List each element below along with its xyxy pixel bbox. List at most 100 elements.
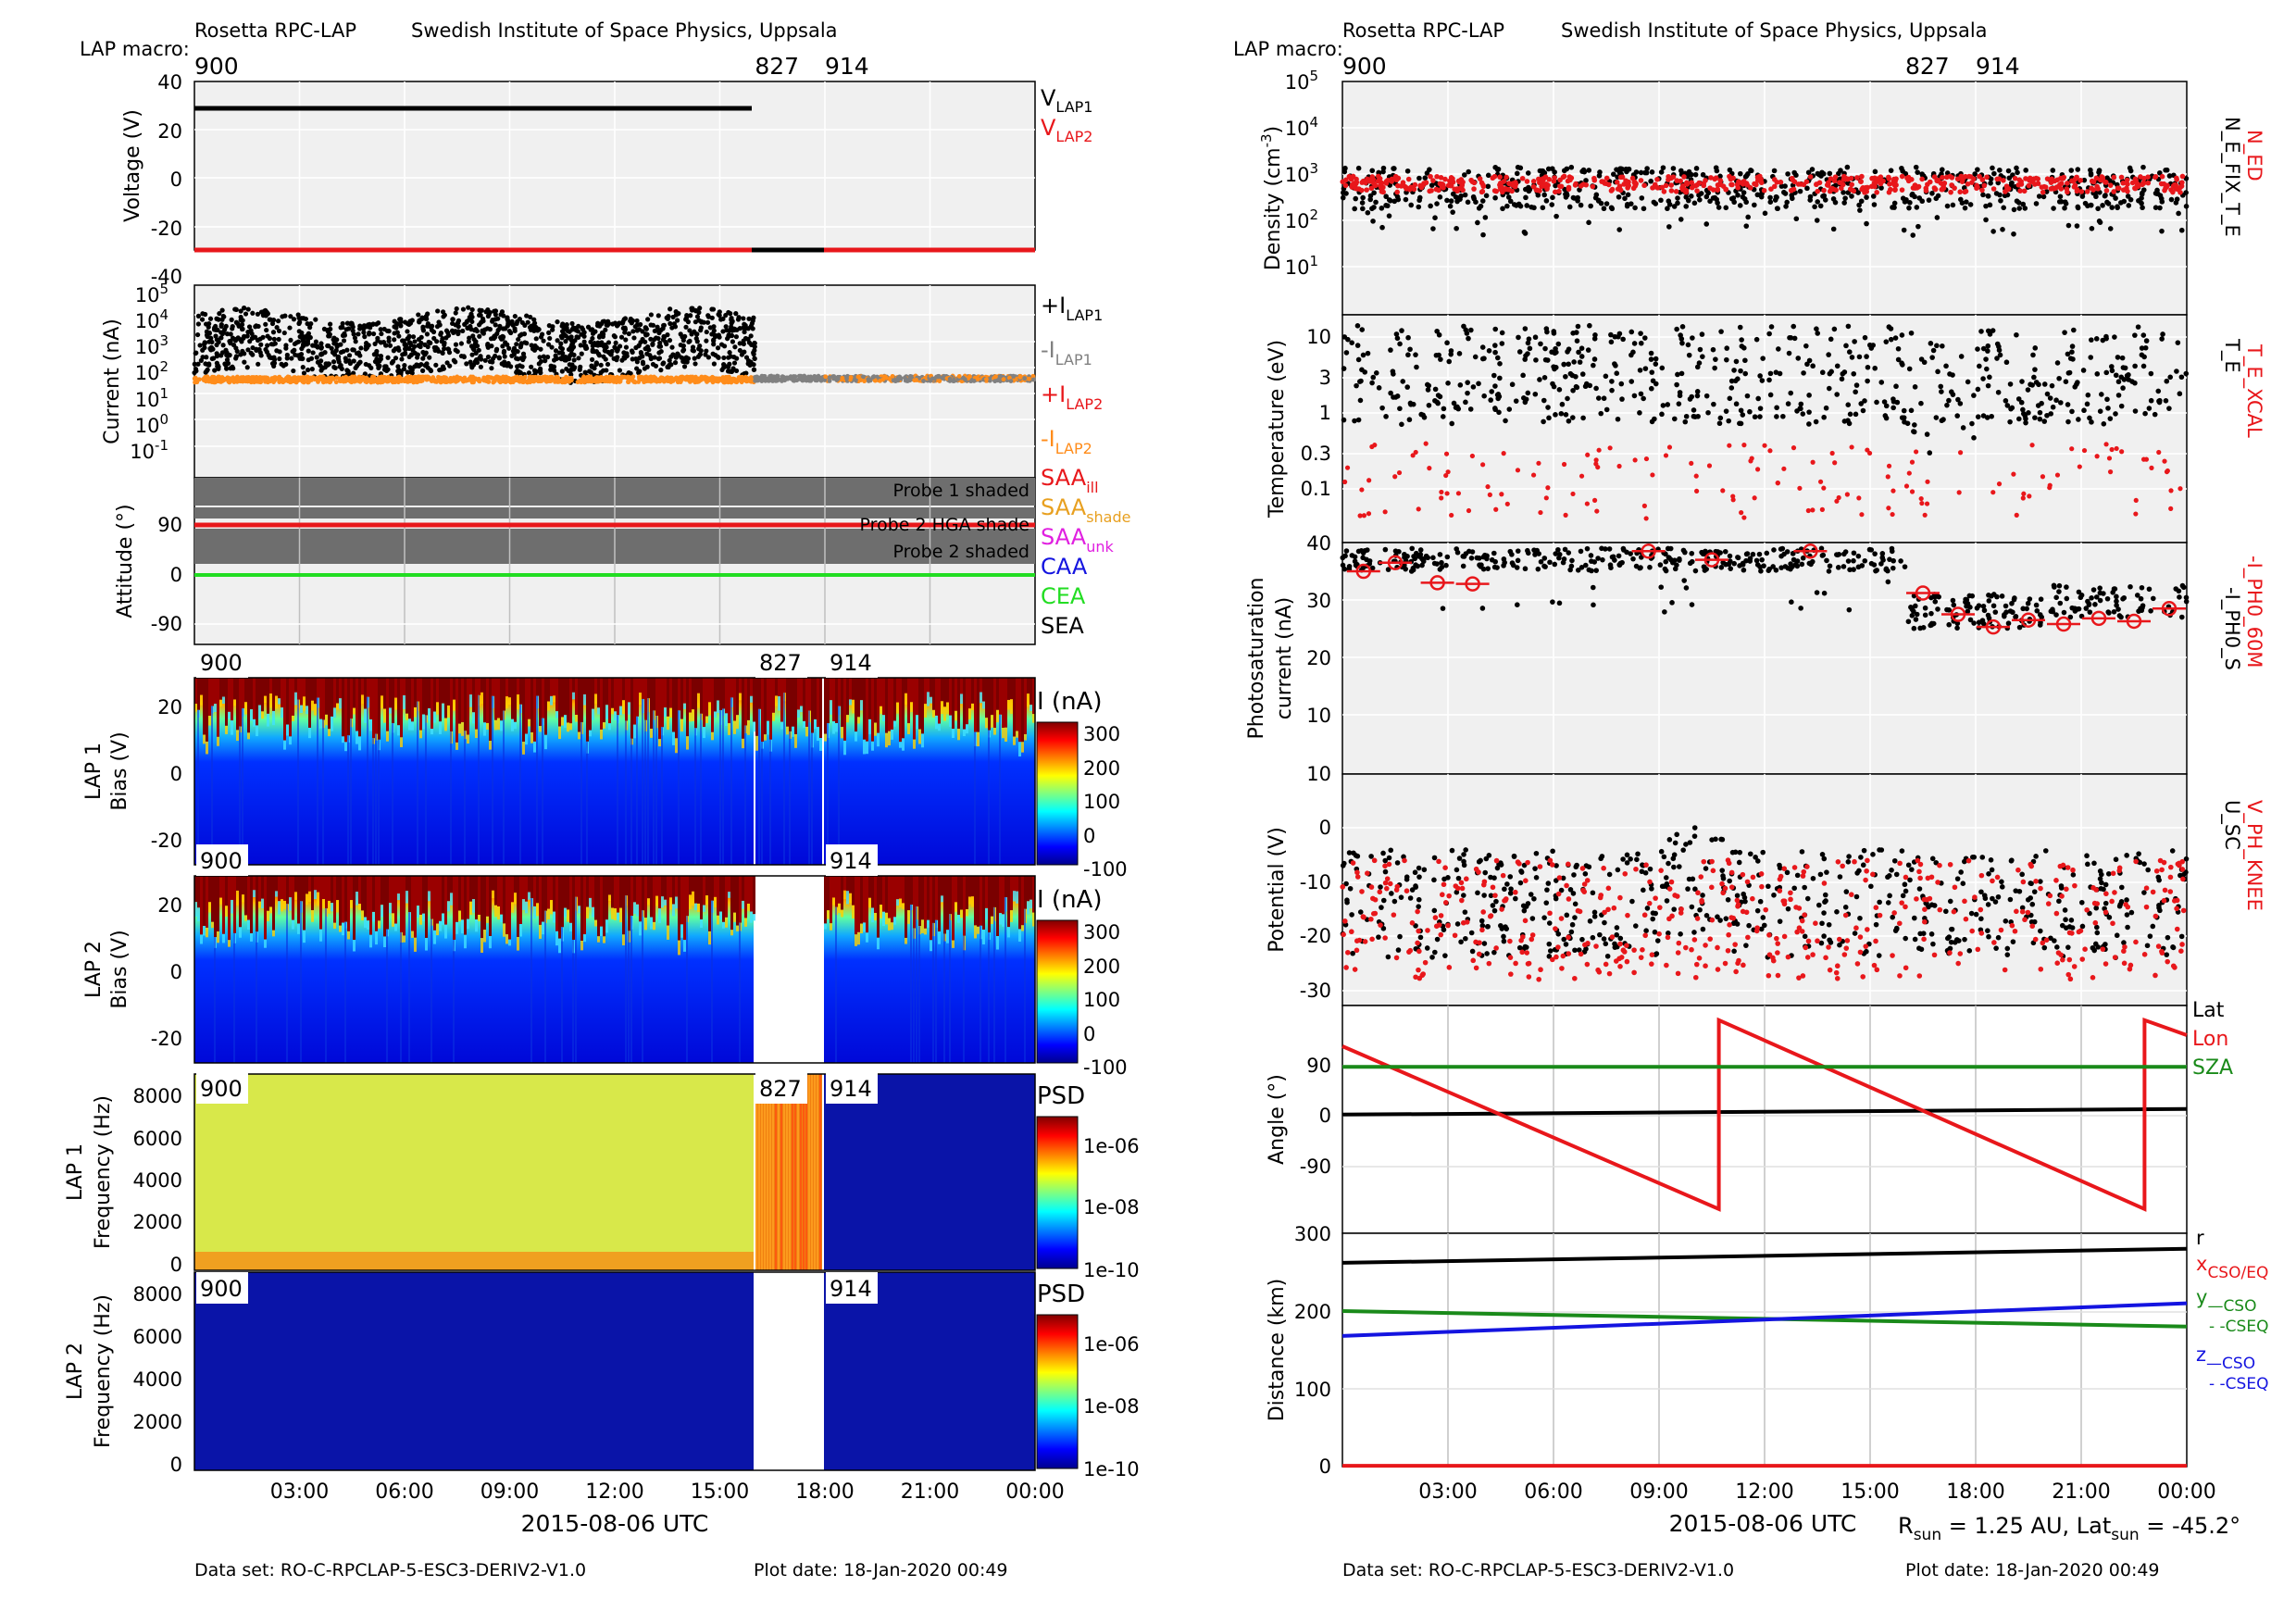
- lap2-freq-tick-2000: 2000: [133, 1411, 182, 1433]
- ilap1-point: [563, 333, 568, 339]
- ilap1-point: [224, 331, 231, 337]
- ilap1-point: [570, 344, 577, 350]
- ilap1-point: [711, 361, 717, 367]
- ilap1-point: [626, 331, 631, 337]
- ilap1-point: [644, 344, 651, 350]
- spectrogram-column: [564, 678, 567, 716]
- ilap1-point: [460, 306, 467, 312]
- spectrogram-column: [871, 678, 874, 742]
- spectrogram-column: [1018, 742, 1021, 757]
- density-point: [1597, 169, 1603, 175]
- spectrogram-column: [625, 678, 628, 721]
- spectrogram-column: [555, 711, 558, 718]
- spectrogram-column: [918, 729, 921, 744]
- ilap1-point: [303, 316, 308, 322]
- ilap1-point: [652, 355, 657, 360]
- spectrogram-column: [389, 707, 392, 714]
- density-point: [1697, 197, 1703, 203]
- density-point: [1815, 199, 1821, 205]
- spectrogram-column: [414, 876, 417, 938]
- spectrogram-column: [841, 678, 843, 728]
- density-point: [1504, 203, 1510, 209]
- spectrogram-column: [547, 678, 550, 702]
- spectrogram-column: [219, 897, 222, 905]
- spectrogram-column: [697, 678, 700, 693]
- ilap1-point: [618, 344, 623, 349]
- spectrogram-column: [789, 678, 792, 731]
- ilap1-point: [374, 321, 380, 327]
- ilap1-point: [361, 326, 367, 331]
- spectrogram-column: [314, 890, 317, 900]
- ilap1-point: [335, 356, 341, 361]
- density-point: [1997, 167, 2003, 173]
- ilap1-point: [284, 356, 290, 361]
- spectrogram-column: [1027, 693, 1029, 707]
- ilap1-point: [711, 328, 717, 333]
- spectrogram-column: [830, 876, 832, 924]
- ilap2-point: [676, 378, 681, 383]
- time-tick: 15:00: [691, 1480, 749, 1504]
- ilap1-point: [197, 343, 203, 348]
- spectrogram-column: [514, 721, 517, 730]
- ilap1-point: [705, 355, 711, 360]
- ilap1-point: [437, 368, 443, 373]
- ilap2-point: [276, 375, 281, 381]
- ilap1-point: [282, 313, 288, 319]
- ilap1-point: [690, 344, 696, 350]
- ilap1-point: [211, 356, 217, 361]
- density-point: [2140, 205, 2145, 211]
- spectrogram-column: [852, 699, 855, 714]
- ilap1-point: [595, 351, 601, 356]
- ilap1-point: [553, 348, 559, 354]
- spectrogram-column: [381, 905, 383, 918]
- ilap1-point: [733, 334, 739, 340]
- spectrogram-column: [528, 892, 530, 900]
- ilap1-point: [696, 309, 702, 316]
- ilap1-point: [235, 335, 241, 341]
- spectrogram-column: [381, 876, 383, 906]
- spectrogram-column: [855, 678, 857, 732]
- spectrogram-column: [225, 876, 228, 906]
- spectrogram-column: [669, 678, 672, 708]
- spectrogram-column: [430, 876, 433, 919]
- ilap1-point: [590, 331, 596, 336]
- ilap1-point: [427, 355, 432, 360]
- density-point: [1642, 169, 1648, 176]
- ilap1-point: [465, 325, 470, 331]
- spectrogram-column: [547, 876, 550, 909]
- spectrogram-column: [932, 678, 935, 710]
- ilap1-point: [694, 331, 700, 337]
- ilap1-point: [241, 335, 246, 341]
- spectrogram-column: [267, 678, 269, 714]
- density-point: [1623, 166, 1629, 172]
- ilap1-point: [194, 331, 201, 338]
- ilap1-point: [664, 341, 669, 347]
- spectrogram-column: [999, 876, 1002, 914]
- ilap1-point: [263, 321, 268, 327]
- spectrogram-column: [647, 698, 649, 865]
- minus-i-point: [884, 375, 889, 381]
- spectrogram-column: [930, 696, 932, 704]
- ilap2-point: [742, 376, 748, 381]
- ilap1-point: [242, 359, 247, 365]
- spectrogram-column: [400, 678, 403, 738]
- spectrogram-column: [692, 876, 694, 892]
- spectrogram-column: [547, 908, 550, 920]
- density-point: [1632, 205, 1638, 211]
- ilap2-point: [665, 379, 670, 383]
- spectrogram-column: [846, 876, 849, 892]
- spectrogram-column: [1010, 876, 1013, 911]
- ilap1-point: [257, 350, 263, 356]
- ilap1-point: [487, 358, 493, 365]
- spectrogram-column: [553, 911, 555, 923]
- spectrogram-column: [480, 678, 483, 693]
- ilap1-point: [420, 368, 426, 373]
- spectrogram-column: [500, 720, 503, 731]
- spectrogram-column: [893, 720, 896, 727]
- spectrogram-column: [286, 678, 289, 725]
- ilap1-point: [449, 328, 455, 333]
- spectrogram-column: [711, 876, 714, 901]
- spectrogram-column: [846, 678, 849, 716]
- density-point: [1737, 170, 1743, 177]
- ilap1-point: [441, 366, 446, 371]
